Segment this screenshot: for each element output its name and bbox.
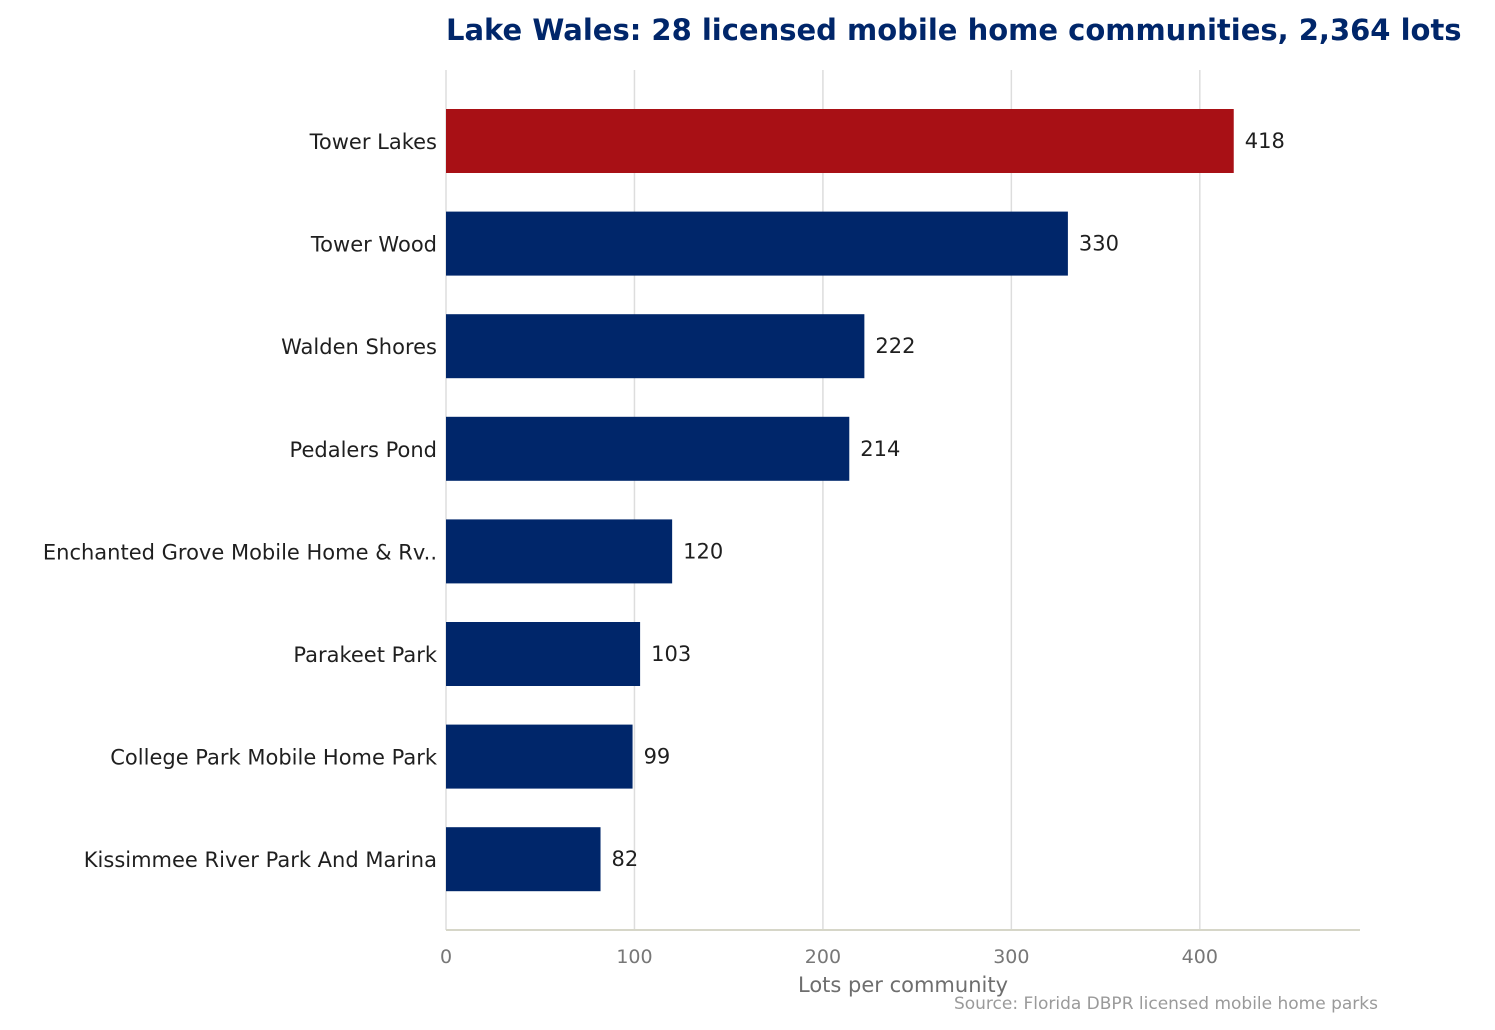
x-tick-label-100: 100 bbox=[616, 946, 652, 968]
bar-4 bbox=[446, 416, 850, 481]
bar-6 bbox=[446, 622, 641, 686]
bar-7 bbox=[446, 724, 633, 789]
category-label-8: Kissimmee River Park And Marina bbox=[84, 848, 437, 872]
category-labels: Tower Lakes Tower Wood Walden Shores Pedale… bbox=[43, 130, 438, 872]
value-label-2: 330 bbox=[1079, 232, 1119, 256]
bar-3 bbox=[446, 314, 865, 379]
x-axis-label: Lots per community bbox=[798, 973, 1008, 997]
value-label-5: 120 bbox=[683, 539, 723, 563]
value-label-8: 82 bbox=[612, 847, 639, 871]
value-labels: 418 330 222 214 120 103 99 82 bbox=[612, 129, 1285, 871]
source-note: Source: Florida DBPR licensed mobile hom… bbox=[954, 994, 1378, 1014]
x-tick-label-300: 300 bbox=[993, 946, 1029, 968]
bar-2 bbox=[446, 211, 1068, 276]
value-label-3: 222 bbox=[875, 334, 915, 358]
value-label-1: 418 bbox=[1245, 129, 1285, 153]
bar-1 bbox=[446, 109, 1234, 173]
category-label-3: Walden Shores bbox=[281, 335, 437, 359]
x-tick-label-0: 0 bbox=[440, 946, 452, 968]
bar-5 bbox=[446, 519, 673, 584]
category-label-5: Enchanted Grove Mobile Home & Rv.. bbox=[43, 540, 437, 564]
grid-lines bbox=[445, 70, 1201, 930]
x-tick-label-400: 400 bbox=[1182, 946, 1218, 968]
value-label-6: 103 bbox=[651, 642, 691, 666]
bar-8 bbox=[446, 827, 601, 892]
chart-title: Lake Wales: 28 licensed mobile home comm… bbox=[446, 13, 1462, 47]
category-label-1: Tower Lakes bbox=[309, 130, 437, 154]
category-label-4: Pedalers Pond bbox=[290, 438, 437, 462]
category-label-7: College Park Mobile Home Park bbox=[110, 746, 438, 770]
bars bbox=[446, 109, 1234, 892]
x-tick-label-200: 200 bbox=[805, 946, 841, 968]
value-label-7: 99 bbox=[644, 745, 671, 769]
category-label-6: Parakeet Park bbox=[293, 643, 437, 667]
value-label-4: 214 bbox=[860, 437, 900, 461]
x-tick-labels: 0 100 200 300 400 bbox=[440, 946, 1218, 968]
category-label-2: Tower Wood bbox=[310, 233, 437, 257]
